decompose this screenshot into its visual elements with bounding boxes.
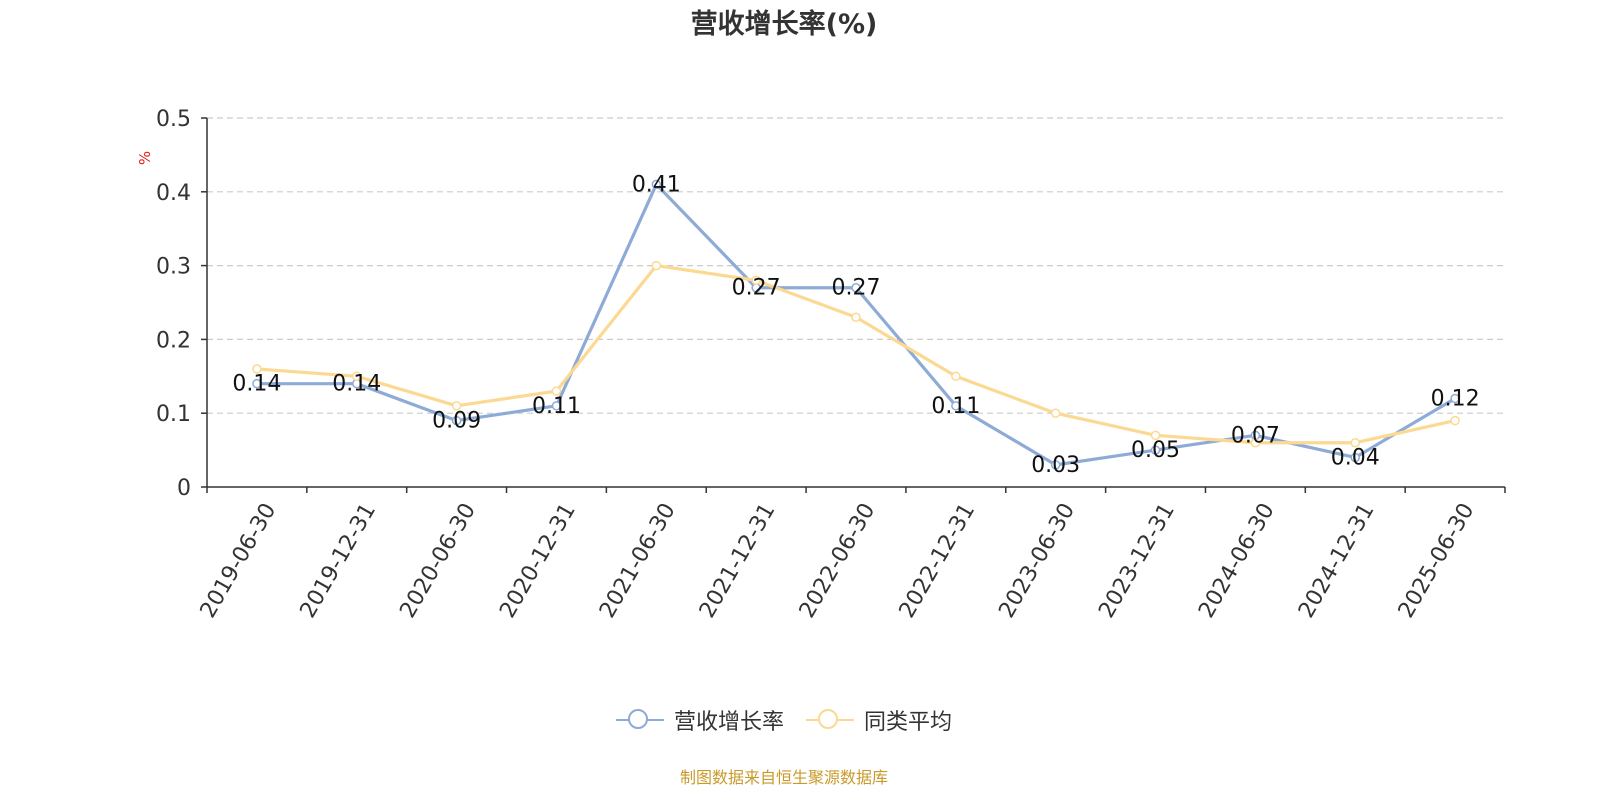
series-2-point [751, 275, 761, 286]
series-1-point [951, 401, 961, 411]
legend-swatch-series-2 [806, 708, 854, 732]
legend-item-series-1[interactable]: 营收增长率 [615, 704, 784, 736]
data-label: 0.41 [632, 172, 681, 197]
line-chart: 00.10.20.30.40.5%2019-06-30 2019-12-31 202… [136, 107, 1506, 622]
series-1-point [451, 415, 462, 426]
series-2-point [1350, 437, 1360, 448]
data-label: 0.12 [1431, 386, 1480, 411]
data-label: 0.11 [532, 394, 581, 419]
legend-label-series-2: 同类平均 [864, 710, 953, 735]
series-2-point [1050, 408, 1061, 418]
data-label: 0.04 [1331, 445, 1380, 470]
series-1-point [651, 179, 662, 190]
x-tick-label: 2023-12-31 [1094, 499, 1180, 622]
y-tick-label: 0.2 [156, 328, 191, 353]
y-tick-label: 0.4 [156, 181, 191, 206]
series-1-point [252, 378, 262, 389]
y-axis-label: % [136, 151, 154, 165]
y-tick-label: 0.3 [156, 255, 191, 280]
series-1-point [1450, 393, 1460, 404]
series-layer [252, 179, 1460, 470]
data-label: 0.14 [332, 372, 381, 397]
legend: 营收增长率 同类平均 [0, 704, 1568, 736]
series-1-point [1350, 452, 1360, 463]
x-tick-label: 2020-06-30 [395, 499, 481, 622]
y-tick-label: 0.1 [156, 402, 191, 427]
series-2-point [252, 364, 262, 374]
series-2-point [651, 260, 662, 271]
series-2-point [451, 401, 462, 411]
data-label: 0.03 [1031, 453, 1080, 478]
legend-item-series-2[interactable]: 同类平均 [806, 704, 952, 736]
series-2-point [951, 371, 961, 382]
y-tick-label: 0 [177, 476, 191, 501]
data-label: 0.14 [232, 372, 281, 397]
series-2-point [1250, 437, 1261, 448]
data-label: 0.27 [732, 276, 781, 301]
series-2-point [1450, 415, 1460, 426]
chart-title: 营收增长率(%) [690, 9, 878, 40]
data-label: 0.07 [1231, 423, 1280, 448]
x-tick-label: 2025-06-30 [1394, 499, 1480, 622]
axes: 00.10.20.30.40.5%2019-06-30 2019-12-31 202… [136, 107, 1506, 622]
source-note: 制图数据来自恒生聚源数据库 [679, 768, 888, 787]
series-1-point [551, 401, 562, 411]
x-tick-label: 2024-12-31 [1294, 499, 1380, 622]
series-2-point [352, 371, 362, 382]
grid-lines [207, 117, 1505, 414]
x-tick-label: 2024-06-30 [1194, 499, 1280, 622]
y-tick-label: 0.5 [156, 107, 191, 132]
x-tick-label: 2020-12-31 [495, 499, 581, 622]
data-label: 0.11 [931, 394, 980, 419]
series-2-point [851, 312, 861, 323]
series-2-point [1150, 430, 1161, 441]
series-1-point [1150, 445, 1161, 455]
x-tick-label: 2022-12-31 [895, 499, 981, 622]
x-tick-label: 2021-06-30 [595, 499, 681, 622]
x-tick-label: 2023-06-30 [994, 499, 1080, 622]
x-tick-label: 2022-06-30 [795, 499, 881, 622]
data-label: 0.27 [832, 276, 881, 301]
series-1-point [851, 282, 861, 293]
x-tick-label: 2019-12-31 [296, 499, 382, 622]
legend-swatch-series-1 [615, 708, 664, 732]
legend-label-series-1: 营收增长率 [673, 710, 784, 735]
x-tick-label: 2021-12-31 [695, 499, 781, 622]
series-2-point [551, 386, 562, 396]
series-1-point [1050, 460, 1061, 470]
data-label: 0.09 [432, 409, 481, 434]
data-label: 0.05 [1131, 438, 1180, 463]
data-labels: 0.14 0.14 0.09 0.11 0.41 0.27 0.27 0.11 0.03 0.05… [232, 172, 1479, 477]
x-tick-label: 2019-06-30 [196, 499, 282, 622]
